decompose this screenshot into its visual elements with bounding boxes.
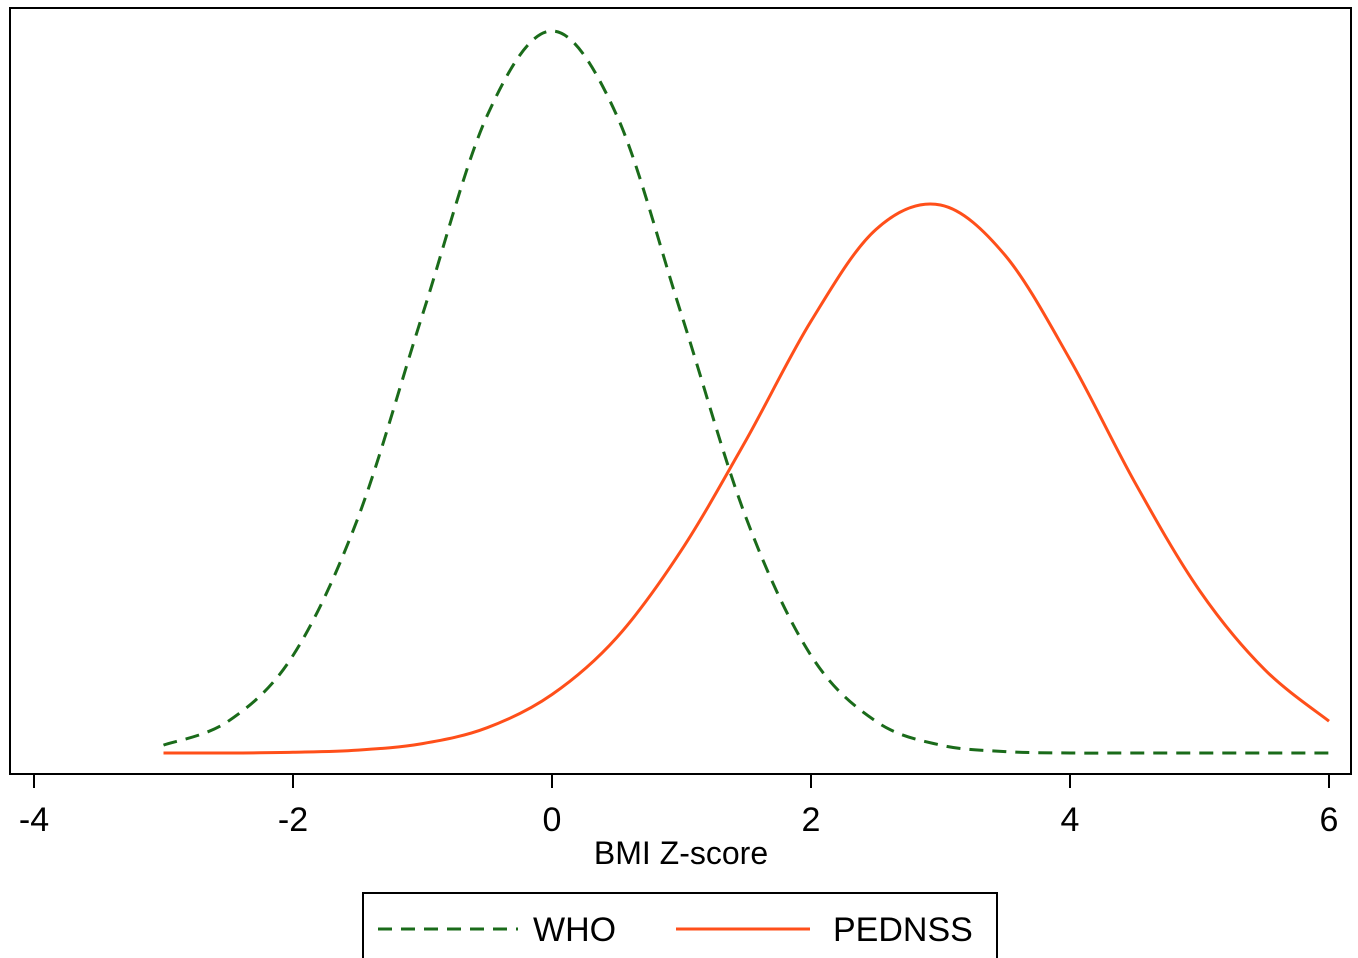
x-tick-label-0: -4 [19, 801, 49, 839]
x-tick-label-4: 4 [1061, 801, 1080, 839]
legend-label-pednss: PEDNSS [833, 911, 973, 949]
legend-box [362, 892, 998, 958]
x-tick-label-1: -2 [278, 801, 308, 839]
x-axis-title: BMI Z-score [594, 835, 768, 871]
series-line-who [162, 29, 1329, 755]
x-tick-label-3: 2 [802, 801, 821, 839]
plot-frame [9, 7, 1352, 775]
series-line-pednss [163, 202, 1330, 755]
x-tick-label-5: 6 [1320, 801, 1339, 839]
legend-label-who: WHO [533, 911, 616, 949]
x-tick-label-2: 0 [543, 801, 562, 839]
